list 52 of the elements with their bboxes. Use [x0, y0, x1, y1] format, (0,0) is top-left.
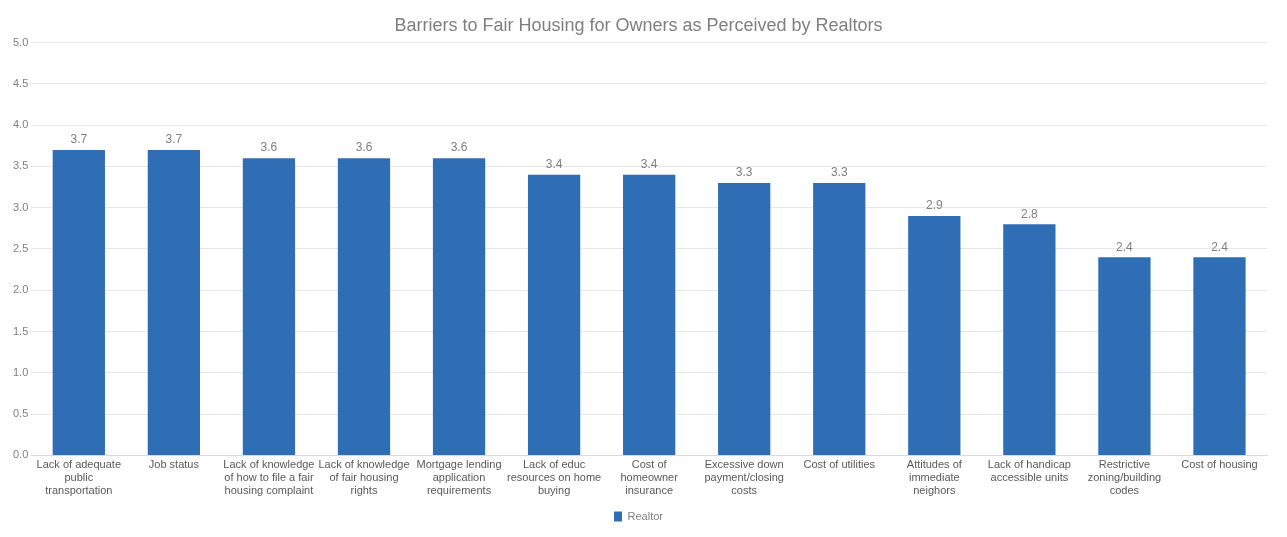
data-label: 2.9	[925, 198, 943, 213]
x-tick-label: Cost of homeowner insurance	[620, 458, 679, 497]
y-tick-label: 4.0	[12, 118, 29, 131]
x-tick-label: Job status	[148, 458, 200, 471]
x-tick-label: Cost of housing	[1181, 458, 1258, 471]
y-tick-label: 2.5	[12, 242, 29, 255]
y-tick-label: 1.5	[12, 324, 29, 337]
data-label: 3.7	[70, 132, 88, 147]
data-label: 3.4	[640, 157, 658, 172]
legend-label: Realtor	[627, 509, 664, 522]
x-tick-label: Cost of utilities	[803, 458, 876, 471]
x-tick-label: Lack of educ resources on home buying	[507, 458, 602, 497]
bar	[1193, 257, 1246, 455]
data-label: 3.3	[735, 165, 753, 180]
chart-title: Barriers to Fair Housing for Owners as Perceived by Realtors	[394, 14, 883, 35]
x-tick-label: Lack of handicap accessible units	[987, 458, 1071, 484]
x-tick-label: Lack of adequate public transportation	[36, 458, 122, 497]
data-label: 3.3	[830, 165, 848, 180]
data-label: 3.6	[355, 140, 373, 155]
bar	[1098, 257, 1151, 455]
x-tick-label: Mortgage lending application requirements	[416, 458, 502, 497]
bar	[527, 174, 581, 455]
bar	[242, 158, 296, 455]
y-tick-label: 0.0	[12, 448, 29, 461]
y-tick-label: 4.5	[12, 76, 29, 89]
y-tick-label: 3.5	[12, 159, 29, 172]
x-tick-label: Lack of knowledge of fair housing rights	[318, 458, 410, 497]
bar	[432, 158, 486, 455]
y-tick-label: 2.0	[12, 283, 29, 296]
bar	[337, 158, 391, 455]
x-tick-label: Attitudes of immediate neighors	[906, 458, 963, 497]
bar	[813, 182, 866, 455]
y-tick-label: 3.0	[12, 200, 29, 213]
data-label: 3.6	[260, 140, 278, 155]
bar	[147, 149, 201, 455]
bar	[1003, 224, 1056, 455]
data-label: 2.4	[1116, 239, 1134, 254]
data-label: 2.4	[1211, 239, 1229, 254]
x-tick-label: Excessive down payment/closing costs	[704, 458, 784, 497]
bar	[908, 215, 961, 455]
x-tick-label: Lack of knowledge of how to file a fair housing complaint	[223, 458, 315, 497]
data-label: 3.7	[165, 132, 183, 147]
x-tick-label: Restrictive zoning/building codes	[1087, 458, 1162, 497]
data-label: 2.8	[1021, 206, 1039, 221]
bar	[623, 174, 676, 455]
bar	[718, 182, 771, 455]
y-tick-label: 5.0	[12, 35, 29, 48]
y-tick-label: 1.0	[12, 365, 29, 378]
data-label: 3.4	[545, 157, 563, 172]
bar	[52, 149, 105, 455]
y-tick-label: 0.5	[12, 407, 29, 420]
data-label: 3.6	[450, 140, 468, 155]
